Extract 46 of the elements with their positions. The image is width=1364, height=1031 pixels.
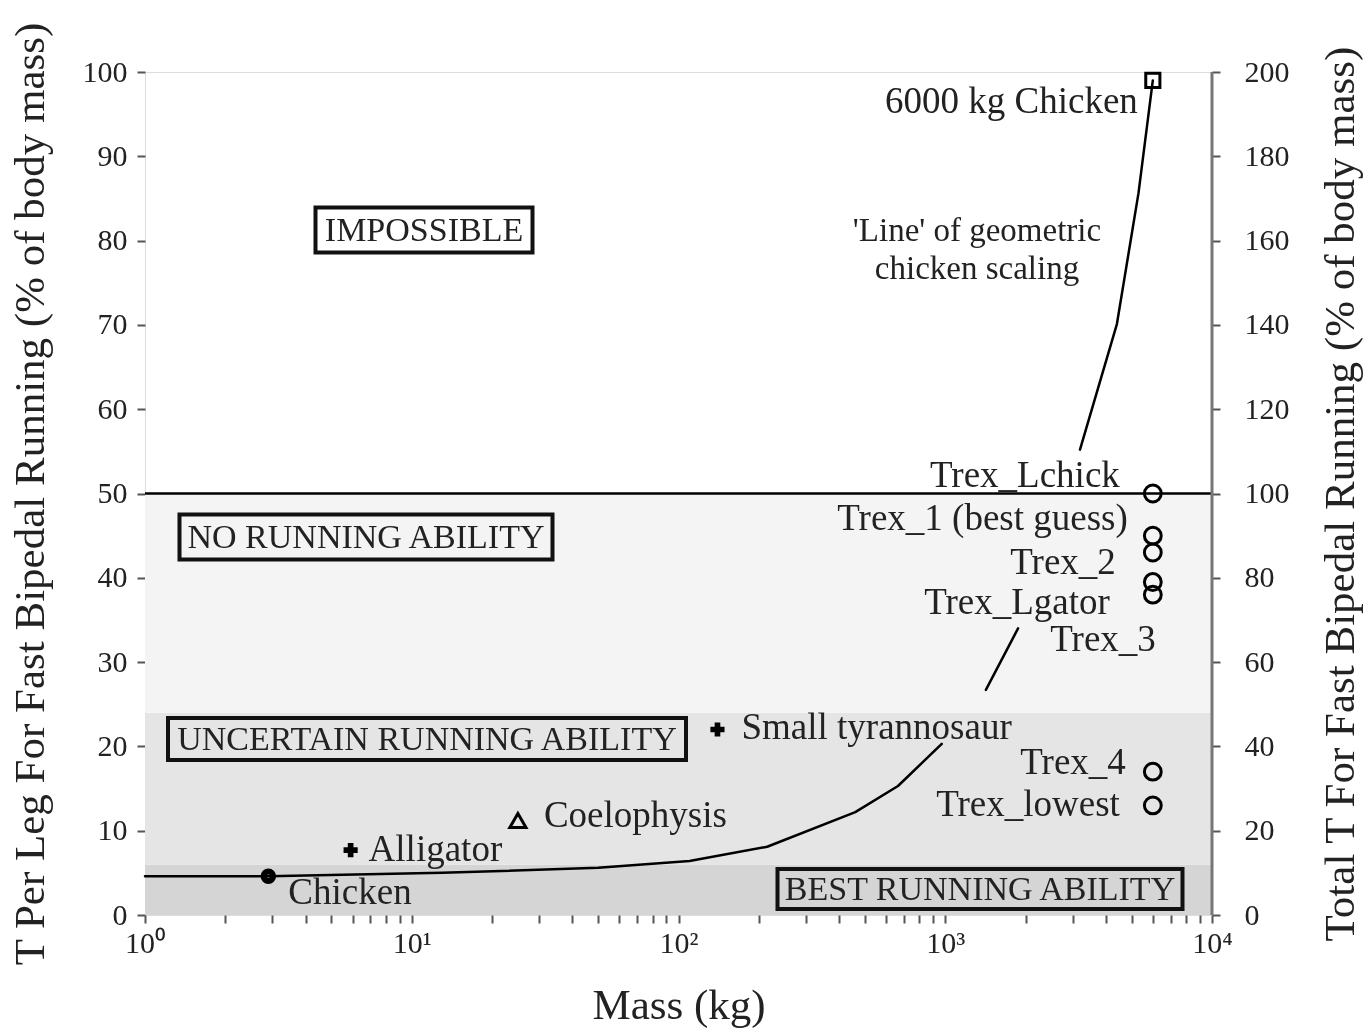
y2-tick-label: 60 <box>1244 644 1275 678</box>
series-label: Coelophysis <box>543 793 727 835</box>
y2-tick-label: 120 <box>1244 391 1290 425</box>
x-axis-title: Mass (kg) <box>592 980 766 1029</box>
series-label: Trex_2 <box>1010 540 1116 582</box>
y2-tick-label: 200 <box>1244 54 1290 88</box>
y-tick-label: 80 <box>97 223 128 257</box>
band-label: UNCERTAIN RUNNING ABILITY <box>177 720 677 757</box>
y-tick-label: 20 <box>97 728 128 762</box>
y2-tick-label: 140 <box>1244 307 1290 341</box>
x-tick-label: 10⁰ <box>125 925 166 959</box>
y-tick-label: 0 <box>112 897 128 931</box>
y2-tick-label: 100 <box>1244 476 1290 509</box>
series-label: Trex_lowest <box>936 783 1121 825</box>
series-label: 'Line' of geometric chicken scaling <box>852 212 1102 286</box>
y-tick-label: 10 <box>97 813 128 847</box>
y-tick-label: 100 <box>82 54 128 88</box>
y-axis-title: T Per Leg For Fast Bipedal Running (% of body mass) <box>5 22 54 966</box>
series-label: 6000 kg Chicken <box>885 80 1138 122</box>
x-tick-label: 10⁴ <box>1192 925 1233 959</box>
series-label: Trex_Lchick <box>930 453 1121 495</box>
band-label: BEST RUNNING ABILITY <box>784 870 1176 907</box>
x-tick-label: 10¹ <box>392 925 432 959</box>
y-tick-label: 50 <box>97 476 128 509</box>
series-label: Small tyrannosaur <box>741 705 1012 747</box>
series-label: Trex_1 (best guess) <box>837 496 1128 539</box>
y2-tick-label: 180 <box>1244 138 1290 172</box>
y2-tick-label: 0 <box>1244 897 1260 931</box>
series-label: Chicken <box>288 871 412 913</box>
y-tick-label: 70 <box>97 307 128 341</box>
series-label: Alligator <box>368 828 503 870</box>
x-tick-label: 10² <box>659 925 699 959</box>
y-tick-label: 60 <box>97 391 128 425</box>
y-tick-label: 40 <box>97 560 128 594</box>
x-tick-label: 10³ <box>926 925 966 959</box>
band-label: NO RUNNING ABILITY <box>187 518 545 555</box>
y2-tick-label: 80 <box>1244 560 1275 594</box>
y-tick-label: 90 <box>97 138 128 172</box>
y2-tick-label: 40 <box>1244 728 1275 762</box>
series-label: Trex_Lgator <box>924 581 1110 623</box>
series-label: Trex_4 <box>1020 740 1126 782</box>
annotation: IMPOSSIBLE <box>324 211 524 248</box>
y2-axis-title: Total T For Fast Bipedal Running (% of body mass) <box>1315 46 1364 942</box>
y2-tick-label: 160 <box>1244 223 1290 257</box>
y-tick-label: 30 <box>97 644 128 678</box>
y2-tick-label: 20 <box>1244 813 1275 847</box>
